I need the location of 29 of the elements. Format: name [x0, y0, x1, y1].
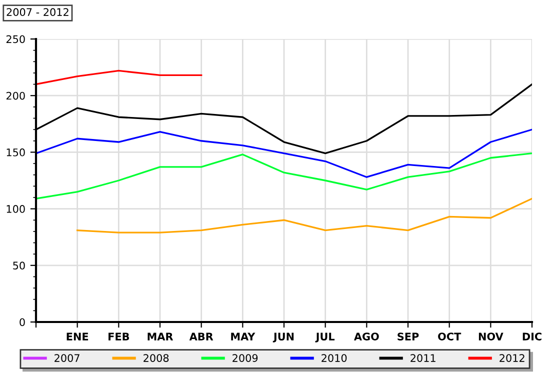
y-tick-label: 0	[20, 318, 25, 326]
legend-label: 2010	[322, 354, 347, 362]
line-series	[76, 198, 532, 234]
y-tick-label: 50	[13, 262, 25, 270]
x-tick-label: AGO	[354, 332, 379, 340]
x-tick-label: OCT	[438, 332, 462, 340]
x-tick-label: ABR	[189, 332, 214, 340]
x-tick-label: MAY	[231, 332, 256, 340]
y-tick-label: 100	[6, 205, 25, 213]
y-tick-label: 250	[6, 35, 25, 44]
x-tick-label: SEP	[398, 332, 419, 340]
line-series	[36, 128, 532, 178]
x-tick-label: NOV	[478, 332, 504, 340]
legend-label: 2007	[54, 354, 80, 362]
x-tick-label: ENE	[66, 332, 88, 340]
x-tick-label: FEB	[108, 332, 130, 340]
y-tick-label: 150	[6, 148, 25, 156]
x-tick-label: JUN	[272, 332, 294, 342]
legend-label: 2012	[500, 354, 524, 362]
legend-label: 2011	[410, 354, 436, 362]
legend-label: 2008	[144, 354, 169, 362]
line-series	[36, 152, 532, 200]
legend-label: 2009	[232, 354, 258, 362]
y-tick-label: 200	[6, 92, 25, 100]
x-tick-label: MAR	[148, 332, 174, 340]
line-series	[36, 70, 202, 86]
x-tick-label: DIC	[522, 332, 542, 340]
chart-title: 2007 - 2012	[6, 8, 68, 16]
x-tick-label: JUL	[315, 332, 335, 342]
